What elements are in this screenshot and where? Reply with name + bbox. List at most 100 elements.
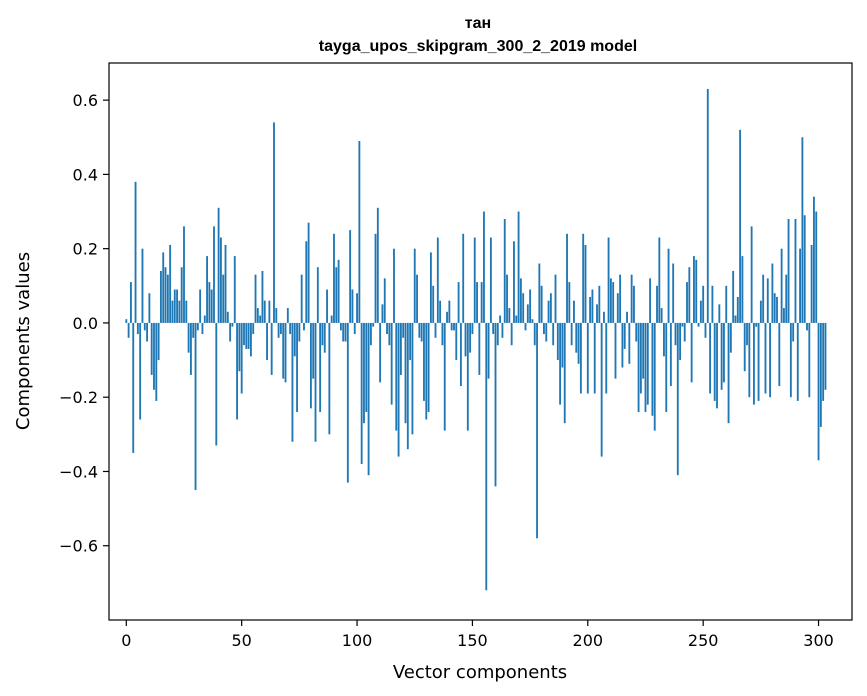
bar-component-191 (566, 233, 568, 323)
bar-component-52 (245, 322, 248, 349)
plot-area-frame (108, 62, 853, 621)
x-tick-label: 50 (231, 631, 251, 650)
bar-component-97 (349, 230, 352, 323)
bar-component-266 (739, 129, 742, 323)
bar-component-80 (309, 322, 312, 409)
bar-component-289 (792, 322, 795, 342)
bar-component-227 (649, 278, 652, 323)
bar-component-147 (464, 322, 467, 357)
bar-component-175 (529, 289, 532, 323)
bar-component-286 (785, 274, 788, 323)
bar-component-128 (420, 322, 423, 342)
bar-component-158 (489, 237, 492, 323)
bar-component-256 (716, 322, 718, 409)
y-tick-label: −0.4 (59, 462, 98, 481)
bar-component-139 (446, 311, 448, 323)
bar-component-245 (690, 322, 693, 383)
bar-component-122 (406, 322, 409, 450)
bar-component-131 (427, 322, 430, 413)
bar-component-194 (573, 300, 575, 323)
bar-component-268 (743, 322, 746, 372)
bar-component-4 (134, 181, 137, 323)
bar-component-303 (824, 322, 827, 390)
bar-component-155 (483, 211, 485, 323)
bar-component-37 (210, 289, 213, 323)
bar-component-164 (503, 218, 506, 323)
y-tick-label: −0.2 (59, 388, 98, 407)
bar-component-160 (494, 322, 497, 487)
bar-component-28 (189, 322, 192, 375)
bar-component-105 (367, 322, 370, 476)
bar-component-41 (219, 237, 222, 323)
bar-component-138 (443, 322, 446, 431)
bar-component-300 (817, 322, 820, 461)
bar-component-260 (725, 285, 728, 323)
bar-component-19 (169, 244, 172, 323)
bar-component-64 (273, 122, 275, 323)
bar-component-86 (323, 322, 326, 353)
bar-component-125 (413, 248, 416, 323)
bar-component-27 (187, 322, 190, 353)
bar-component-283 (778, 322, 781, 387)
bar-component-1 (127, 322, 130, 338)
bar-component-204 (596, 304, 598, 323)
bar-component-242 (683, 322, 686, 342)
bar-component-118 (397, 322, 400, 457)
bar-component-134 (434, 322, 437, 338)
bar-component-83 (316, 267, 319, 323)
bar-component-31 (196, 322, 199, 331)
bar-component-92 (337, 259, 340, 323)
bar-component-231 (658, 237, 661, 323)
bar-component-264 (734, 315, 737, 323)
bar-component-183 (547, 300, 550, 323)
bar-component-253 (709, 322, 712, 394)
bar-component-172 (522, 293, 525, 323)
bar-component-232 (660, 308, 663, 323)
bar-component-178 (536, 322, 538, 539)
bar-component-72 (291, 322, 294, 442)
bar-component-220 (633, 285, 635, 323)
y-tick-label: −0.6 (59, 537, 98, 556)
bar-component-208 (605, 322, 608, 394)
bar-component-211 (612, 282, 615, 323)
bar-component-17 (164, 267, 167, 323)
bar-component-116 (393, 248, 395, 323)
bar-component-201 (589, 296, 592, 323)
bar-component-251 (704, 322, 707, 338)
bar-component-103 (363, 322, 365, 424)
bar-component-46 (231, 322, 234, 327)
bar-component-222 (637, 322, 640, 413)
bar-component-238 (674, 322, 677, 346)
bar-component-8 (143, 322, 146, 331)
bar-component-30 (194, 322, 197, 491)
bar-component-176 (531, 319, 534, 323)
bar-component-299 (815, 211, 818, 323)
bar-component-188 (559, 322, 562, 405)
bar-component-156 (485, 322, 488, 591)
bar-component-273 (755, 322, 758, 327)
bar-component-102 (360, 322, 363, 465)
bar-component-278 (766, 278, 769, 323)
bar-component-193 (570, 322, 573, 346)
bar-component-63 (270, 322, 273, 375)
bar-component-217 (626, 311, 628, 323)
bar-component-189 (561, 322, 564, 368)
bar-component-199 (584, 244, 587, 323)
bar-component-39 (215, 322, 218, 446)
bar-component-167 (510, 322, 513, 346)
bar-component-99 (353, 322, 356, 335)
bar-component-248 (697, 322, 700, 327)
bar-component-96 (346, 322, 349, 483)
bar-component-195 (575, 322, 578, 353)
bar-component-166 (508, 308, 511, 323)
bar-component-290 (794, 218, 797, 323)
bar-component-12 (153, 322, 155, 390)
bar-component-240 (679, 322, 682, 361)
bar-component-94 (342, 322, 345, 342)
bar-component-270 (748, 322, 751, 398)
y-axis-ticks: −0.6 −0.4 −0.2 0.0 0.2 0.4 0.6 (59, 91, 109, 556)
bar-component-62 (268, 300, 271, 323)
bar-component-53 (247, 322, 250, 349)
bar-component-234 (665, 322, 668, 413)
